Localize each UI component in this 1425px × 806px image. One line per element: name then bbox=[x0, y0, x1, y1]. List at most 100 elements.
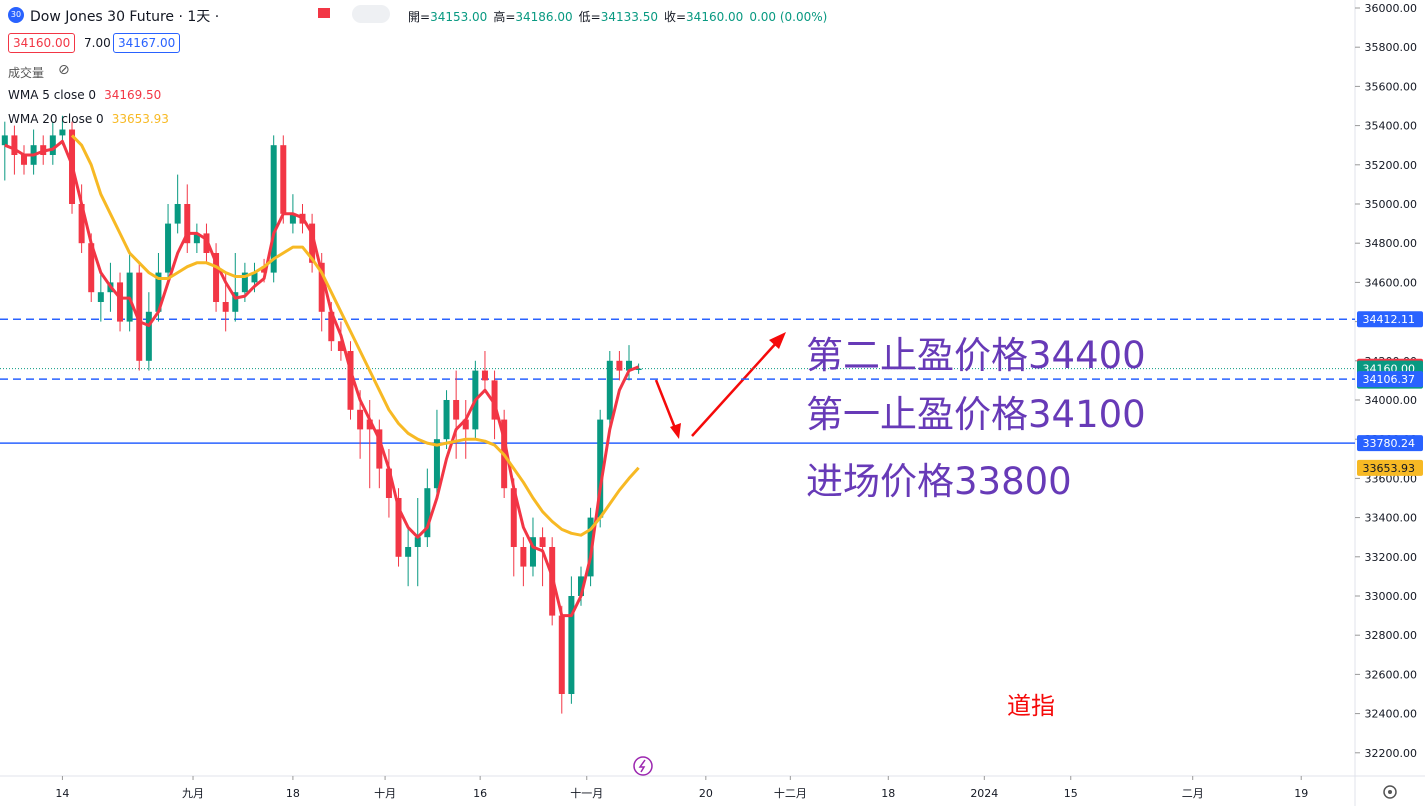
legend-row: WMA 20 close 0 33653.93 bbox=[8, 112, 169, 126]
annotation: 进场价格33800 bbox=[806, 460, 1072, 503]
y-tick-label: 36000.00 bbox=[1365, 2, 1418, 15]
x-tick-label: 十二月 bbox=[774, 786, 807, 800]
candle-body bbox=[184, 203, 191, 244]
candle-body bbox=[251, 272, 258, 283]
candle-body bbox=[376, 429, 383, 469]
x-tick-label: 20 bbox=[699, 787, 713, 800]
candle-body bbox=[385, 468, 392, 498]
price-tag bbox=[1357, 311, 1423, 328]
y-tick-label: 35400.00 bbox=[1365, 120, 1418, 133]
candle-body bbox=[155, 272, 162, 312]
x-tick-label: 15 bbox=[1064, 787, 1078, 800]
legend-row: WMA 5 close 0 34169.50 bbox=[8, 88, 161, 102]
candle-body bbox=[337, 341, 344, 351]
y-tick-label: 34800.00 bbox=[1365, 237, 1418, 250]
annotation: 第二止盈价格34400 bbox=[806, 334, 1146, 377]
arrow bbox=[654, 332, 786, 439]
y-tick-label: 35200.00 bbox=[1365, 159, 1418, 172]
ask[interactable]: 34167.00 bbox=[113, 33, 181, 53]
candle-body bbox=[174, 203, 181, 224]
candle-body bbox=[626, 360, 633, 371]
candle-body bbox=[366, 419, 373, 430]
legend-value: 34169.50 bbox=[104, 88, 162, 102]
volume-label: 成交量 bbox=[8, 66, 45, 80]
ohlc-value: 34186.00 bbox=[515, 10, 573, 24]
x-tick-label: 19 bbox=[1294, 787, 1308, 800]
candle-body bbox=[481, 370, 488, 381]
candle-body bbox=[203, 233, 210, 253]
settings-icon[interactable] bbox=[1383, 785, 1397, 799]
candle-body bbox=[270, 145, 277, 273]
candle-body bbox=[606, 360, 613, 420]
ohlc-value: 34133.50 bbox=[600, 10, 658, 24]
y-tick-label: 35800.00 bbox=[1365, 41, 1418, 54]
candle-body bbox=[597, 419, 604, 518]
candle-body bbox=[539, 537, 546, 547]
legend-name: WMA 5 close 0 bbox=[8, 88, 97, 102]
candle-body bbox=[59, 129, 66, 136]
ohlc-label: 高= bbox=[493, 10, 516, 24]
toggle-icon[interactable] bbox=[352, 5, 390, 23]
y-tick-label: 34600.00 bbox=[1365, 276, 1418, 289]
annotation: 第一止盈价格34100 bbox=[806, 393, 1146, 436]
ohlc-value: 34153.00 bbox=[430, 10, 488, 24]
candle-body bbox=[97, 292, 104, 302]
badge: 30 bbox=[8, 7, 24, 23]
candle-body bbox=[222, 301, 229, 312]
candle-body bbox=[165, 223, 172, 273]
price-tag bbox=[1357, 459, 1423, 476]
candle-body bbox=[462, 419, 469, 430]
candle-body bbox=[280, 145, 287, 214]
candle-body bbox=[529, 537, 536, 567]
symbol-title: Dow Jones 30 Future · 1天 · bbox=[30, 9, 220, 25]
eye-icon[interactable]: ⊘ bbox=[58, 62, 70, 78]
x-tick-label: 14 bbox=[55, 787, 69, 800]
annotation: 道指 bbox=[1007, 692, 1055, 720]
candle-body bbox=[635, 368, 642, 371]
y-tick-label: 33000.00 bbox=[1365, 590, 1418, 603]
candle-body bbox=[88, 243, 95, 293]
ohlc-label: 低= bbox=[578, 10, 601, 24]
wma-line bbox=[70, 134, 640, 537]
candle-body bbox=[21, 154, 28, 165]
candle-body bbox=[453, 399, 460, 420]
candle-body bbox=[577, 576, 584, 596]
flag-icon[interactable] bbox=[318, 8, 330, 18]
y-tick-label: 32400.00 bbox=[1365, 708, 1418, 721]
price-tag-label: 34106.37 bbox=[1363, 373, 1416, 386]
candle-body bbox=[433, 439, 440, 489]
candle-body bbox=[424, 488, 431, 538]
y-tick-label: 33200.00 bbox=[1365, 551, 1418, 564]
candle-body bbox=[568, 595, 575, 694]
y-tick-label: 32200.00 bbox=[1365, 747, 1418, 760]
price-tag bbox=[1357, 371, 1423, 388]
ohlc-value: 34160.00 bbox=[686, 10, 744, 24]
candle-body bbox=[616, 360, 623, 371]
candle-body bbox=[405, 546, 412, 557]
x-tick-label: 18 bbox=[286, 787, 300, 800]
candle-body bbox=[145, 311, 152, 361]
y-tick-label: 35000.00 bbox=[1365, 198, 1418, 211]
spread: 7.00 bbox=[84, 36, 111, 50]
lightning-icon[interactable] bbox=[633, 756, 653, 776]
candle-body bbox=[309, 223, 316, 263]
candle-body bbox=[117, 282, 124, 322]
y-tick-label: 32800.00 bbox=[1365, 629, 1418, 642]
y-tick-label: 33400.00 bbox=[1365, 512, 1418, 525]
candle-body bbox=[213, 252, 220, 302]
candle-body bbox=[261, 266, 268, 273]
x-tick-label: 十月 bbox=[374, 786, 396, 800]
y-tick-label: 35600.00 bbox=[1365, 80, 1418, 93]
candle-body bbox=[289, 213, 296, 224]
candle-body bbox=[11, 135, 18, 155]
ohlc: 開=34153.00 高=34186.00 低=34133.50 收=34160.00… bbox=[408, 8, 827, 25]
candle-body bbox=[520, 546, 527, 567]
price-tag bbox=[1357, 435, 1423, 452]
candle-body bbox=[395, 497, 402, 557]
candle-body bbox=[136, 272, 143, 361]
candle-body bbox=[241, 272, 248, 293]
candle-body bbox=[510, 488, 517, 547]
x-tick-label: 九月 bbox=[182, 787, 204, 800]
bid[interactable]: 34160.00 bbox=[8, 33, 76, 53]
